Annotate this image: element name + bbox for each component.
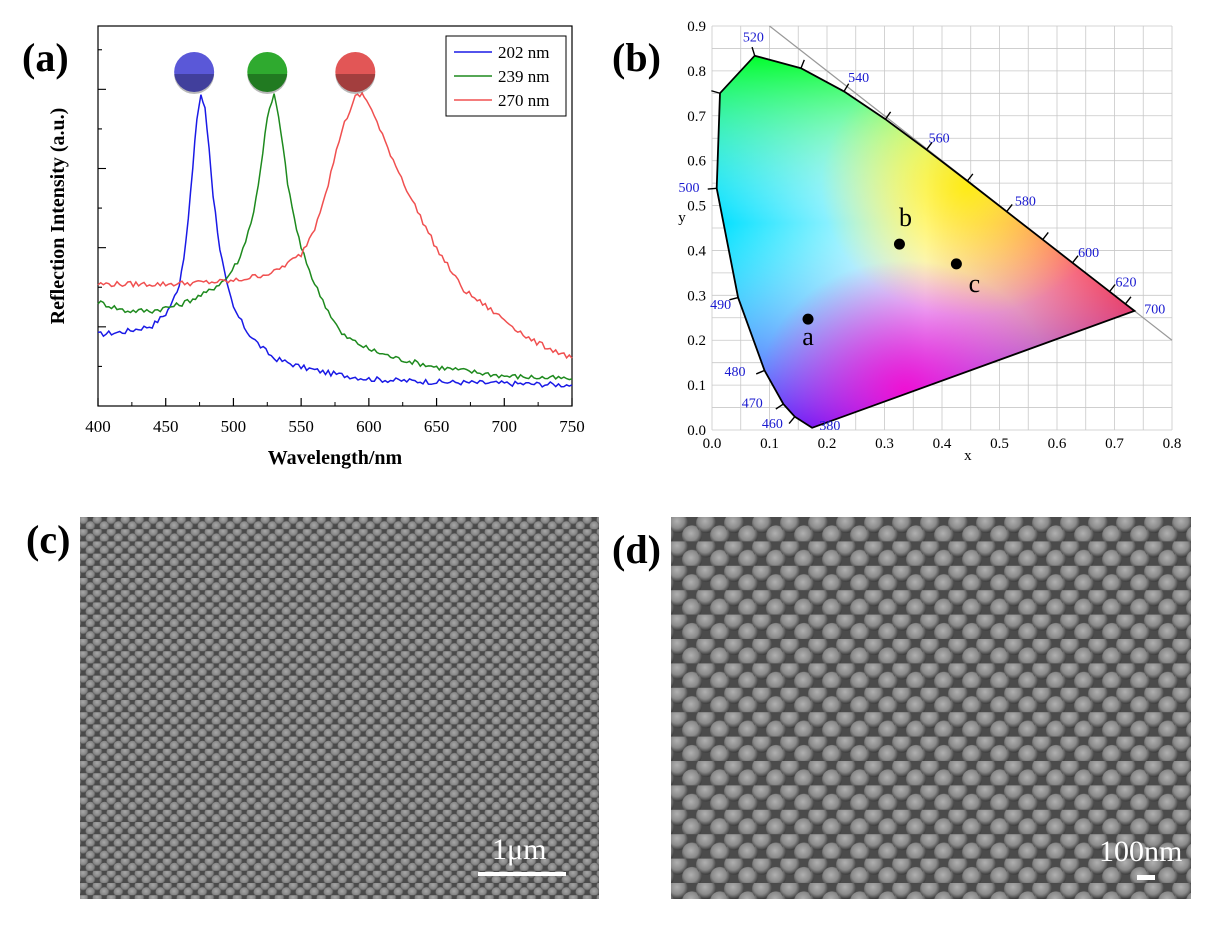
wavelength-label: 700	[1144, 302, 1165, 317]
locus-tick	[1109, 284, 1116, 293]
wavelength-label: 580	[1015, 195, 1036, 210]
series-line-202-nm	[97, 94, 573, 388]
x-tick-label: 750	[559, 417, 585, 436]
x-tick-label: 0.0	[703, 436, 722, 452]
locus-tick	[966, 173, 974, 182]
y-tick-label: 0.6	[687, 154, 706, 170]
locus-tick	[755, 369, 765, 375]
locus-tick	[1124, 296, 1132, 305]
wavelength-label: 560	[929, 132, 950, 147]
locus-tick	[711, 90, 721, 94]
sphere-shade	[174, 74, 215, 94]
panel-label-a: (a)	[22, 35, 69, 80]
wavelength-label: 500	[679, 181, 700, 196]
y-tick-label: 0.2	[687, 333, 706, 349]
scalebar-label-c: 1μm	[492, 833, 547, 866]
scalebar-line-d	[1137, 875, 1155, 880]
x-tick-label: 450	[153, 417, 179, 436]
point-label-c: c	[969, 269, 981, 298]
spectral-locus	[715, 54, 1137, 429]
reflection-spectra-chart: 400 450 500 550 600 650 700 750 Wavelength/nm Ref…	[47, 25, 585, 469]
gamut-fill	[716, 55, 1135, 428]
x-tick-label: 700	[492, 417, 518, 436]
sem-image-high-mag: 100nm	[671, 517, 1191, 899]
x-tick-label: 400	[85, 417, 111, 436]
legend-label: 239 nm	[498, 67, 549, 86]
sphere-shade	[247, 74, 288, 94]
y-tick-label: 0.3	[687, 288, 706, 304]
locus-tick	[775, 403, 784, 410]
sample-sphere	[174, 52, 215, 94]
data-point-b	[893, 238, 905, 250]
wavelength-label: 620	[1116, 275, 1137, 290]
sample-sphere	[335, 52, 376, 94]
x-tick-label: 0.3	[875, 436, 894, 452]
sphere-body	[335, 52, 376, 92]
x-tick-label: 0.5	[990, 436, 1009, 452]
x-tick-label: 500	[221, 417, 247, 436]
point-label-b: b	[899, 203, 912, 232]
panel-label-b: (b)	[612, 35, 661, 80]
sem-texture-d	[671, 517, 1191, 899]
scalebar-label-d: 100nm	[1099, 835, 1183, 868]
sem-image-low-mag: 1μm	[80, 517, 599, 899]
point-label-a: a	[802, 322, 814, 351]
legend-label: 202 nm	[498, 43, 549, 62]
locus-tick	[729, 296, 739, 301]
locus-tick	[843, 83, 850, 92]
wavelength-label: 480	[725, 365, 746, 380]
data-point-c	[950, 258, 962, 270]
wavelength-label: 470	[742, 397, 763, 412]
wavelength-label: 460	[762, 417, 783, 432]
x-axis-label: x	[964, 448, 972, 464]
wavelength-label: 600	[1078, 246, 1099, 261]
y-tick-label: 0.7	[687, 109, 706, 125]
locus-tick	[1071, 255, 1079, 264]
panel-label-d: (d)	[612, 527, 661, 572]
wavelength-label: 520	[743, 31, 764, 46]
legend-label: 270 nm	[498, 91, 549, 110]
locus-tick	[751, 46, 756, 56]
sample-sphere	[247, 52, 288, 94]
cie-chromaticity-chart: 0.0 0.1 0.2 0.3 0.4 0.5 0.6 0.7 0.8 0.0 0.1 0.2 0.3 0…	[678, 19, 1182, 464]
wavelength-label: 380	[819, 419, 840, 434]
y-tick-label: 0.8	[687, 64, 706, 80]
x-tick-label: 0.1	[760, 436, 779, 452]
y-tick-label: 0.4	[687, 243, 706, 259]
sem-texture-c	[80, 517, 599, 899]
sphere-body	[247, 52, 288, 92]
x-tick-label: 0.4	[933, 436, 952, 452]
sphere-body	[174, 52, 215, 92]
x-axis-label: Wavelength/nm	[268, 447, 403, 469]
series-line-270-nm	[97, 91, 573, 360]
x-tick-label: 600	[356, 417, 382, 436]
x-tick-label: 0.8	[1163, 436, 1182, 452]
x-tick-label: 0.2	[818, 436, 837, 452]
locus-tick	[884, 111, 892, 120]
series-line-239-nm	[97, 93, 573, 381]
locus-tick	[1042, 232, 1049, 241]
locus-tick	[707, 187, 717, 190]
panel-label-c: (c)	[26, 517, 71, 562]
scalebar-line-c	[478, 872, 566, 876]
wavelength-label: 540	[848, 71, 869, 86]
y-tick-label: 0.1	[687, 378, 706, 394]
x-tick-label: 0.7	[1105, 436, 1124, 452]
locus-tick	[788, 416, 796, 425]
y-tick-label: 0.0	[687, 423, 706, 439]
locus-tick	[800, 59, 805, 69]
y-axis-label: y	[678, 210, 686, 226]
y-tick-label: 0.9	[687, 19, 706, 35]
locus-tick	[1006, 204, 1013, 213]
data-point-a	[802, 313, 814, 325]
wavelength-label: 490	[710, 298, 731, 313]
sphere-shade	[335, 74, 376, 94]
locus-tick	[925, 142, 933, 151]
x-tick-label: 550	[288, 417, 314, 436]
y-axis-label: Reflection Intensity (a.u.)	[47, 108, 69, 325]
x-tick-label: 0.6	[1048, 436, 1067, 452]
x-tick-label: 650	[424, 417, 450, 436]
y-tick-label: 0.5	[687, 199, 706, 215]
